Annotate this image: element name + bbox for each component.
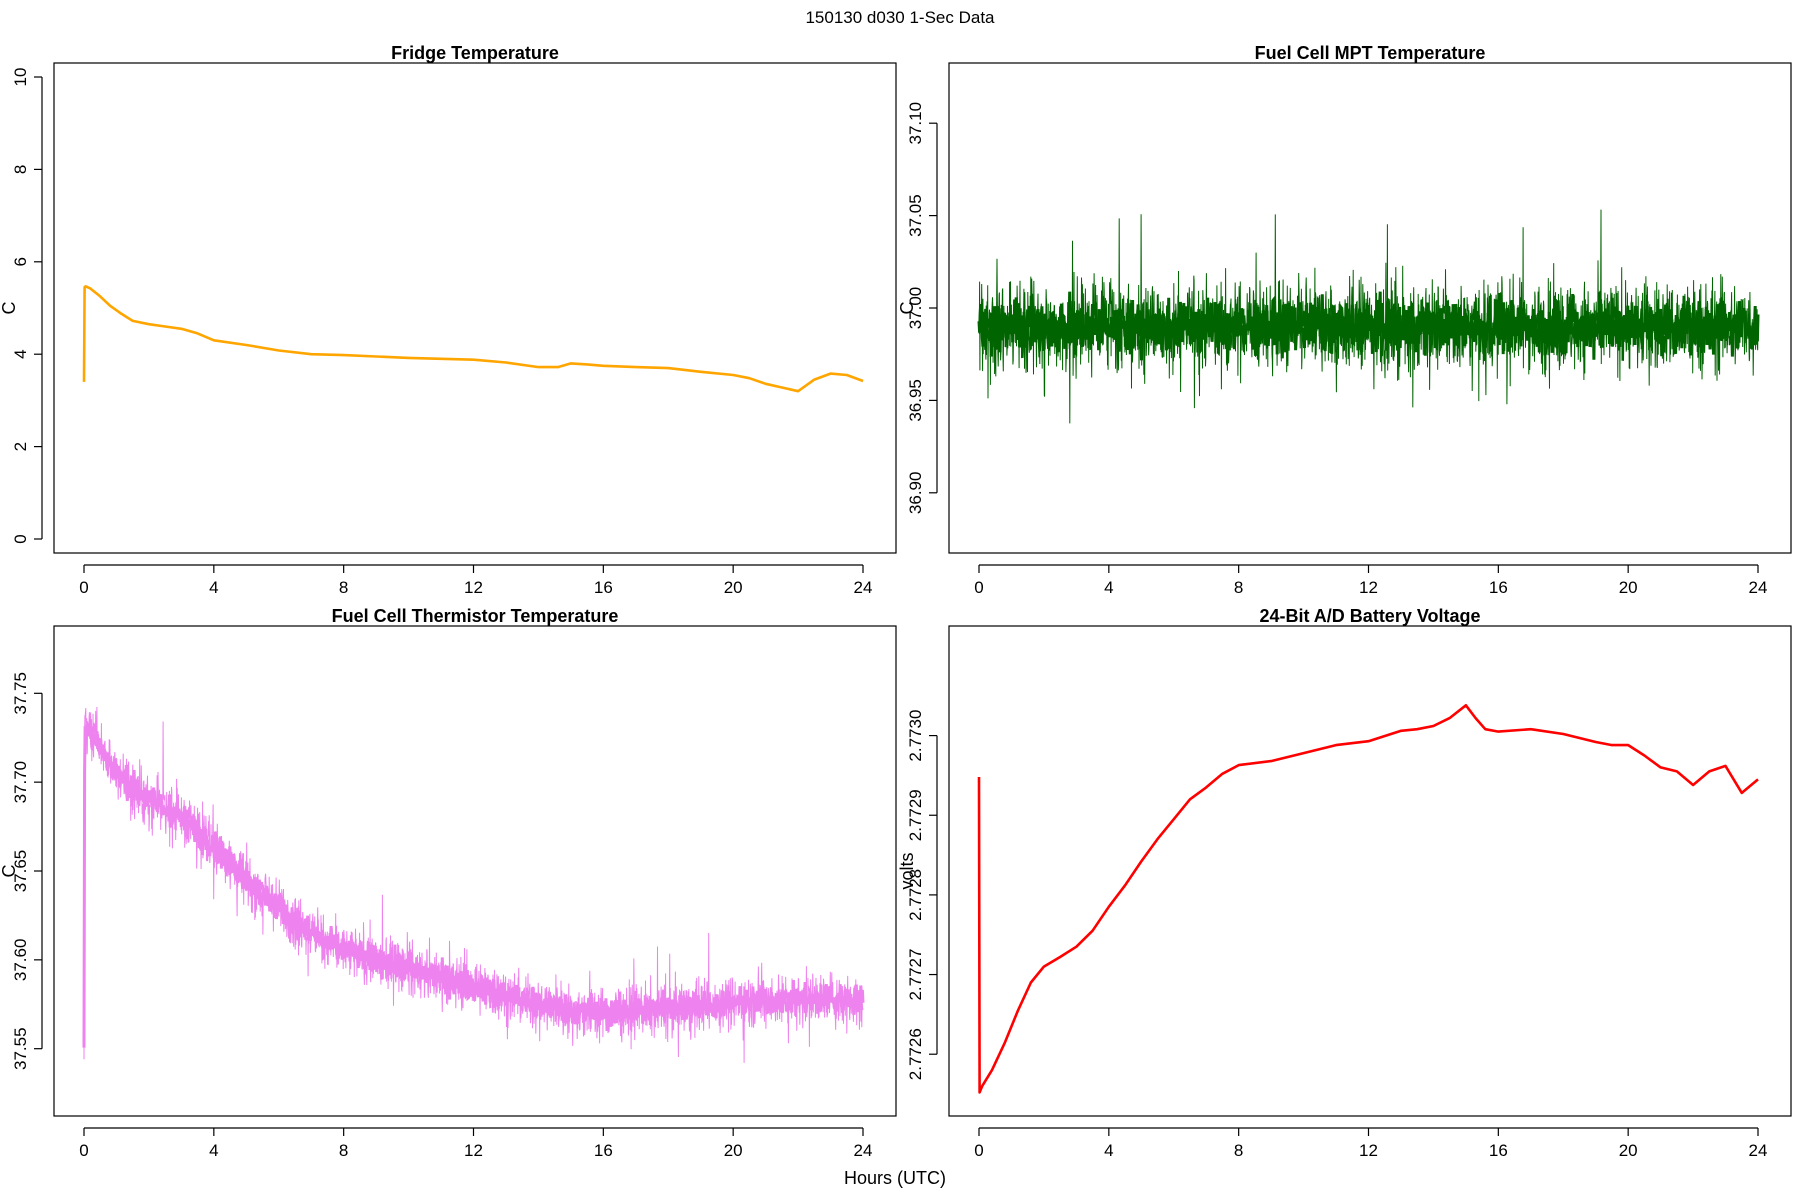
series-core — [977, 291, 1760, 361]
y-tick-label: 4 — [11, 349, 30, 358]
y-axis-label: C — [0, 865, 19, 878]
y-tick-label: 37.55 — [11, 1027, 30, 1070]
panel-title: 24-Bit A/D Battery Voltage — [1259, 606, 1480, 626]
plot-frame — [948, 625, 1792, 1117]
panel-title: Fuel Cell Thermistor Temperature — [332, 606, 619, 626]
x-tick-label: 0 — [79, 1141, 88, 1160]
y-tick-label: 37.10 — [906, 102, 925, 145]
x-tick-label: 12 — [464, 1141, 483, 1160]
y-tick-label: 37.00 — [906, 287, 925, 330]
x-tick-label: 8 — [1234, 578, 1243, 597]
x-tick-label: 16 — [1489, 1141, 1508, 1160]
x-tick-label: 0 — [79, 578, 88, 597]
y-tick-label: 8 — [11, 165, 30, 174]
x-tick-label: 4 — [1104, 578, 1113, 597]
y-tick-label: 36.95 — [906, 379, 925, 422]
x-tick-label: 20 — [1619, 578, 1638, 597]
y-axis-label: C — [0, 302, 19, 315]
y-tick-label: 2.7728 — [906, 869, 925, 921]
x-axis-label: Hours (UTC) — [844, 1168, 946, 1188]
plot-frame — [53, 625, 897, 1117]
plot-frame — [948, 62, 1792, 554]
x-tick-label: 16 — [1489, 578, 1508, 597]
y-tick-label: 2 — [11, 442, 30, 451]
y-axis-label: C — [897, 302, 917, 315]
x-tick-label: 16 — [594, 578, 613, 597]
x-tick-label: 16 — [594, 1141, 613, 1160]
y-tick-label: 37.75 — [11, 672, 30, 715]
panel-battery-voltage: 24-Bit A/D Battery Voltage 0 4 8 12 16 20 24 2.7… — [897, 606, 1792, 1160]
x-tick-label: 4 — [209, 1141, 218, 1160]
x-tick-label: 24 — [854, 1141, 873, 1160]
y-tick-label: 37.65 — [11, 850, 30, 893]
y-tick-label: 2.7729 — [906, 789, 925, 841]
panel-fuel-cell-thermistor-temperature: Fuel Cell Thermistor Temperature 0 4 8 12 16 2… — [0, 606, 897, 1160]
super-title: 150130 d030 1-Sec Data — [805, 8, 995, 27]
panel-title: Fuel Cell MPT Temperature — [1255, 43, 1486, 63]
y-tick-label: 36.90 — [906, 472, 925, 515]
x-tick-label: 24 — [1749, 578, 1768, 597]
y-tick-label: 2.7727 — [906, 949, 925, 1001]
y-tick-label: 10 — [11, 68, 30, 87]
y-tick-label: 2.7726 — [906, 1028, 925, 1080]
y-tick-label: 6 — [11, 257, 30, 266]
x-tick-label: 12 — [1359, 1141, 1378, 1160]
x-tick-label: 8 — [1234, 1141, 1243, 1160]
series-core — [82, 724, 865, 1048]
x-tick-label: 4 — [209, 578, 218, 597]
x-tick-label: 20 — [724, 578, 743, 597]
x-tick-label: 20 — [724, 1141, 743, 1160]
y-tick-label: 2.7730 — [906, 710, 925, 762]
x-tick-label: 0 — [974, 578, 983, 597]
x-tick-label: 0 — [974, 1141, 983, 1160]
x-tick-label: 24 — [854, 578, 873, 597]
x-tick-label: 4 — [1104, 1141, 1113, 1160]
x-tick-label: 12 — [1359, 578, 1378, 597]
x-tick-label: 20 — [1619, 1141, 1638, 1160]
y-tick-label: 0 — [11, 534, 30, 543]
panel-fuel-cell-mpt-temperature: Fuel Cell MPT Temperature 0 4 8 12 16 20 24 36.9… — [897, 43, 1792, 597]
y-tick-label: 37.70 — [11, 761, 30, 804]
plot-frame — [53, 62, 897, 554]
x-tick-label: 24 — [1749, 1141, 1768, 1160]
x-tick-label: 8 — [339, 1141, 348, 1160]
y-tick-label: 37.60 — [11, 939, 30, 982]
y-tick-label: 37.05 — [906, 194, 925, 237]
x-tick-label: 8 — [339, 578, 348, 597]
series-line — [977, 704, 1759, 1094]
panel-title: Fridge Temperature — [391, 43, 559, 63]
y-axis-label: volts — [897, 852, 917, 889]
series-line — [82, 285, 864, 393]
x-tick-label: 12 — [464, 578, 483, 597]
